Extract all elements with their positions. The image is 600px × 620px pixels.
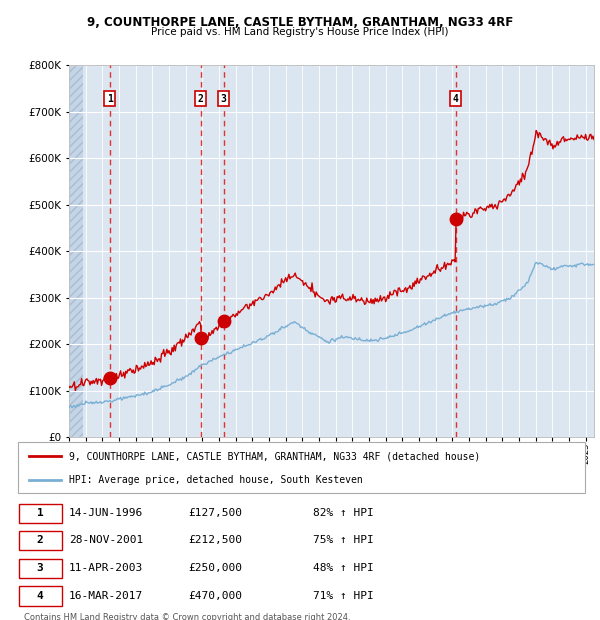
Text: £127,500: £127,500 (188, 508, 242, 518)
Text: 4: 4 (37, 591, 43, 601)
Text: 16-MAR-2017: 16-MAR-2017 (69, 591, 143, 601)
Text: 1: 1 (37, 508, 43, 518)
Text: 48% ↑ HPI: 48% ↑ HPI (313, 563, 374, 573)
Text: 9, COUNTHORPE LANE, CASTLE BYTHAM, GRANTHAM, NG33 4RF (detached house): 9, COUNTHORPE LANE, CASTLE BYTHAM, GRANT… (69, 451, 480, 461)
Text: 82% ↑ HPI: 82% ↑ HPI (313, 508, 374, 518)
Text: 4: 4 (453, 94, 459, 104)
Text: £212,500: £212,500 (188, 536, 242, 546)
Text: 11-APR-2003: 11-APR-2003 (69, 563, 143, 573)
Text: 3: 3 (37, 563, 43, 573)
Text: Contains HM Land Registry data © Crown copyright and database right 2024.: Contains HM Land Registry data © Crown c… (24, 613, 350, 620)
Text: HPI: Average price, detached house, South Kesteven: HPI: Average price, detached house, Sout… (69, 475, 363, 485)
Text: 28-NOV-2001: 28-NOV-2001 (69, 536, 143, 546)
FancyBboxPatch shape (19, 587, 62, 606)
FancyBboxPatch shape (19, 503, 62, 523)
Text: 14-JUN-1996: 14-JUN-1996 (69, 508, 143, 518)
Polygon shape (69, 65, 83, 437)
Text: 2: 2 (37, 536, 43, 546)
Text: 1: 1 (107, 94, 113, 104)
Text: 71% ↑ HPI: 71% ↑ HPI (313, 591, 374, 601)
Text: 9, COUNTHORPE LANE, CASTLE BYTHAM, GRANTHAM, NG33 4RF: 9, COUNTHORPE LANE, CASTLE BYTHAM, GRANT… (87, 16, 513, 29)
FancyBboxPatch shape (19, 559, 62, 578)
Text: £470,000: £470,000 (188, 591, 242, 601)
Text: 75% ↑ HPI: 75% ↑ HPI (313, 536, 374, 546)
Text: £250,000: £250,000 (188, 563, 242, 573)
Text: 3: 3 (221, 94, 227, 104)
FancyBboxPatch shape (19, 531, 62, 551)
Text: Price paid vs. HM Land Registry's House Price Index (HPI): Price paid vs. HM Land Registry's House … (151, 27, 449, 37)
FancyBboxPatch shape (18, 442, 585, 493)
Text: 2: 2 (198, 94, 204, 104)
